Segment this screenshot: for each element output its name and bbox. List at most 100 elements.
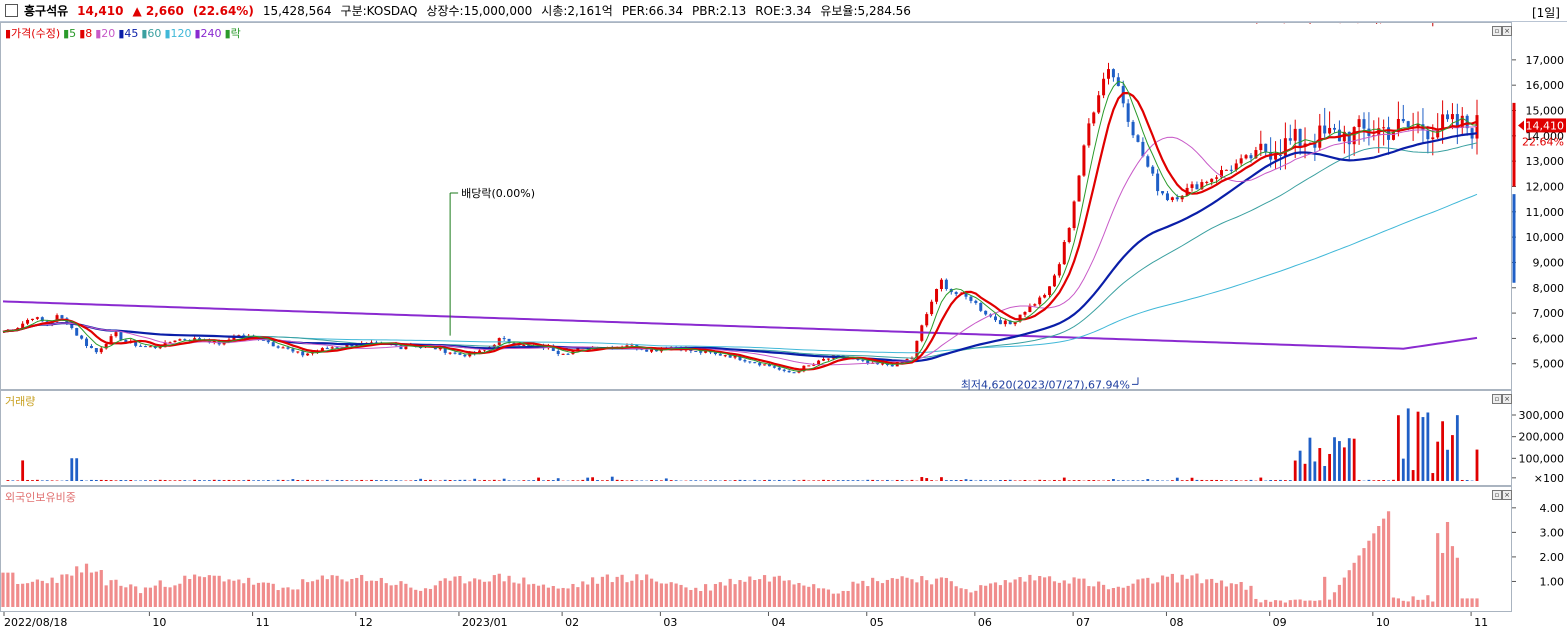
select-checkbox[interactable] — [5, 4, 18, 17]
volume-bar — [552, 480, 555, 481]
foreign-bar — [1377, 526, 1380, 607]
volume-bar — [753, 480, 756, 481]
foreign-bar — [822, 588, 825, 607]
period-selector[interactable]: [1일] — [1532, 4, 1560, 21]
foreign-bar — [896, 579, 899, 607]
foreign-bar — [768, 582, 771, 607]
foreign-bar — [856, 584, 859, 607]
foreign-bar — [1333, 592, 1336, 607]
foreign-bar — [679, 585, 682, 607]
foreign-bar — [1210, 579, 1213, 607]
volume-bar — [1343, 447, 1346, 481]
candle-body — [753, 362, 756, 363]
volume-bar — [866, 480, 869, 481]
foreign-bar — [837, 593, 840, 607]
foreign-bar — [532, 584, 535, 607]
foreign-bar — [699, 591, 702, 607]
foreign-bar — [1215, 583, 1218, 607]
candle-body — [1328, 128, 1331, 133]
volume-bar — [350, 480, 353, 481]
foreign-bar — [1195, 574, 1198, 607]
volume-bar — [822, 480, 825, 481]
volume-bar — [213, 480, 216, 481]
volume-bar — [778, 480, 781, 481]
candle-body — [463, 355, 466, 356]
foreign-bar — [257, 583, 260, 607]
candle-body — [1146, 156, 1149, 166]
volume-bar — [296, 480, 299, 481]
candle-body — [1323, 126, 1326, 134]
volume-bar — [228, 480, 231, 481]
y-axes: 5,0006,0007,0008,0009,00010,00011,00012,… — [1512, 22, 1567, 634]
volume-bar — [601, 480, 604, 481]
volume-bar — [124, 480, 127, 481]
foreign-bar — [684, 587, 687, 607]
volume-bar — [26, 480, 29, 481]
foreign-bar — [296, 589, 299, 607]
foreign-bar — [635, 574, 638, 607]
foreign-bar — [1151, 584, 1154, 607]
volume-bar — [586, 478, 589, 481]
foreign-bar — [370, 581, 373, 607]
foreign-bar — [1421, 600, 1424, 607]
volume-bar — [493, 480, 496, 481]
candle-body — [404, 347, 407, 350]
foreign-bar — [1367, 541, 1370, 607]
volume-bar — [159, 480, 162, 481]
volume-bar — [724, 480, 727, 481]
foreign-bar — [365, 581, 368, 607]
foreign-bar — [571, 584, 574, 607]
volume-bar — [1338, 441, 1341, 481]
x-tick-label: 02 — [565, 616, 579, 629]
foreign-bar — [1131, 584, 1134, 607]
candle-body — [930, 302, 933, 314]
volume-pane[interactable]: 거래량 ▫ × — [0, 390, 1512, 486]
volume-bar — [65, 480, 68, 481]
price-pane[interactable]: ▮가격(수정)▮5▮8▮20▮45▮60▮120▮240▮락 ▫ × 최고17,… — [0, 22, 1512, 390]
foreign-bar — [360, 575, 363, 607]
candle-body — [326, 348, 329, 349]
candle-body — [1161, 191, 1164, 193]
volume-bar — [1250, 480, 1253, 481]
volume-bar — [483, 480, 486, 481]
foreign-bar — [434, 585, 437, 607]
foreign-bar — [277, 590, 280, 607]
foreign-bar — [286, 587, 289, 607]
foreign-bar — [1328, 600, 1331, 607]
foreign-pane[interactable]: 외국인보유비중 ▫ × — [0, 486, 1512, 612]
foreign-bar — [881, 583, 884, 607]
foreign-bar — [930, 584, 933, 607]
foreign-bar — [1127, 586, 1130, 607]
foreign-bar — [154, 586, 157, 607]
volume-bar — [70, 458, 73, 481]
candle-body — [1068, 228, 1071, 242]
volume-bar — [51, 480, 54, 481]
volume-bar — [198, 480, 201, 481]
candle-body — [1053, 275, 1056, 286]
volume-bar — [631, 480, 634, 481]
foreign-bar — [876, 581, 879, 607]
volume-bar — [149, 480, 152, 481]
foreign-bar — [1220, 580, 1223, 607]
volume-bar — [522, 480, 525, 481]
volume-bar — [1333, 437, 1336, 481]
candle-body — [758, 363, 761, 365]
volume-bar — [1146, 479, 1149, 481]
volume-bar — [444, 480, 447, 481]
volume-bar — [336, 480, 339, 481]
foreign-bar — [468, 581, 471, 607]
candle-body — [827, 359, 830, 360]
candle-body — [144, 346, 147, 347]
volume-bar — [591, 477, 594, 481]
foreign-bar — [1357, 555, 1360, 607]
candle-body — [1073, 201, 1076, 228]
foreign-bar — [773, 577, 776, 607]
x-tick-label: 07 — [1076, 616, 1090, 629]
price-chart: 최고17,970(2023/10/18),24.71%최저4,620(2023/… — [1, 23, 1513, 391]
volume-bar — [581, 480, 584, 481]
candle-body — [1382, 127, 1385, 128]
foreign-bar — [355, 578, 358, 607]
foreign-bar — [139, 593, 142, 607]
volume-bar — [812, 480, 815, 481]
foreign-bar — [910, 579, 913, 607]
